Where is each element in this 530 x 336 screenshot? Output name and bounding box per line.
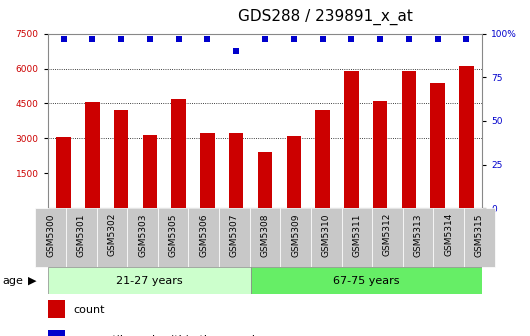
Point — [462, 36, 471, 42]
Bar — [250, 208, 280, 267]
Bar — [287, 136, 301, 208]
Point — [146, 36, 154, 42]
Bar — [229, 133, 243, 208]
Point — [405, 36, 413, 42]
Bar — [48, 300, 65, 318]
Bar — [402, 71, 416, 208]
Bar — [127, 208, 158, 267]
Bar — [372, 208, 403, 267]
Bar — [315, 111, 330, 208]
Text: count: count — [74, 305, 105, 315]
Point — [261, 36, 269, 42]
Text: GSM5310: GSM5310 — [322, 213, 331, 256]
Bar — [66, 208, 96, 267]
Text: GSM5307: GSM5307 — [230, 213, 239, 256]
Bar — [219, 208, 250, 267]
Point — [319, 36, 327, 42]
Text: GSM5303: GSM5303 — [138, 213, 147, 256]
Bar — [200, 133, 215, 208]
Text: GSM5300: GSM5300 — [46, 213, 55, 256]
Bar — [36, 208, 66, 267]
Point — [117, 36, 125, 42]
Bar — [373, 101, 387, 208]
Point — [347, 36, 356, 42]
Bar — [189, 208, 219, 267]
Bar — [341, 208, 372, 267]
Bar — [85, 102, 100, 208]
Bar — [258, 153, 272, 208]
Text: GSM5302: GSM5302 — [108, 213, 117, 256]
Text: age: age — [3, 276, 23, 286]
Text: GDS288 / 239891_x_at: GDS288 / 239891_x_at — [238, 9, 413, 25]
Point — [88, 36, 96, 42]
Point — [434, 36, 442, 42]
Point — [59, 36, 68, 42]
Bar — [251, 267, 482, 294]
Text: GSM5301: GSM5301 — [77, 213, 86, 256]
Text: GSM5311: GSM5311 — [352, 213, 361, 256]
Text: ▶: ▶ — [28, 276, 36, 286]
Text: GSM5306: GSM5306 — [199, 213, 208, 256]
Text: GSM5308: GSM5308 — [261, 213, 269, 256]
Bar — [460, 66, 474, 208]
Bar — [56, 137, 70, 208]
Bar — [48, 267, 251, 294]
Point — [232, 48, 241, 54]
Text: GSM5309: GSM5309 — [291, 213, 300, 256]
Text: GSM5312: GSM5312 — [383, 213, 392, 256]
Text: percentile rank within the sample: percentile rank within the sample — [74, 335, 262, 336]
Bar — [114, 111, 128, 208]
Bar — [464, 208, 494, 267]
Bar — [311, 208, 341, 267]
Bar — [434, 208, 464, 267]
Point — [174, 36, 183, 42]
Point — [203, 36, 211, 42]
Bar — [403, 208, 434, 267]
Text: GSM5315: GSM5315 — [475, 213, 484, 256]
Text: GSM5314: GSM5314 — [444, 213, 453, 256]
Bar — [280, 208, 311, 267]
Bar — [172, 99, 186, 208]
Bar — [48, 330, 65, 336]
Bar — [96, 208, 127, 267]
Text: 67-75 years: 67-75 years — [333, 276, 400, 286]
Bar — [158, 208, 189, 267]
Bar — [430, 83, 445, 208]
Text: GSM5313: GSM5313 — [413, 213, 422, 256]
Point — [289, 36, 298, 42]
Bar — [344, 71, 358, 208]
Text: GSM5305: GSM5305 — [169, 213, 178, 256]
Point — [376, 36, 384, 42]
Text: 21-27 years: 21-27 years — [116, 276, 182, 286]
Bar — [143, 135, 157, 208]
